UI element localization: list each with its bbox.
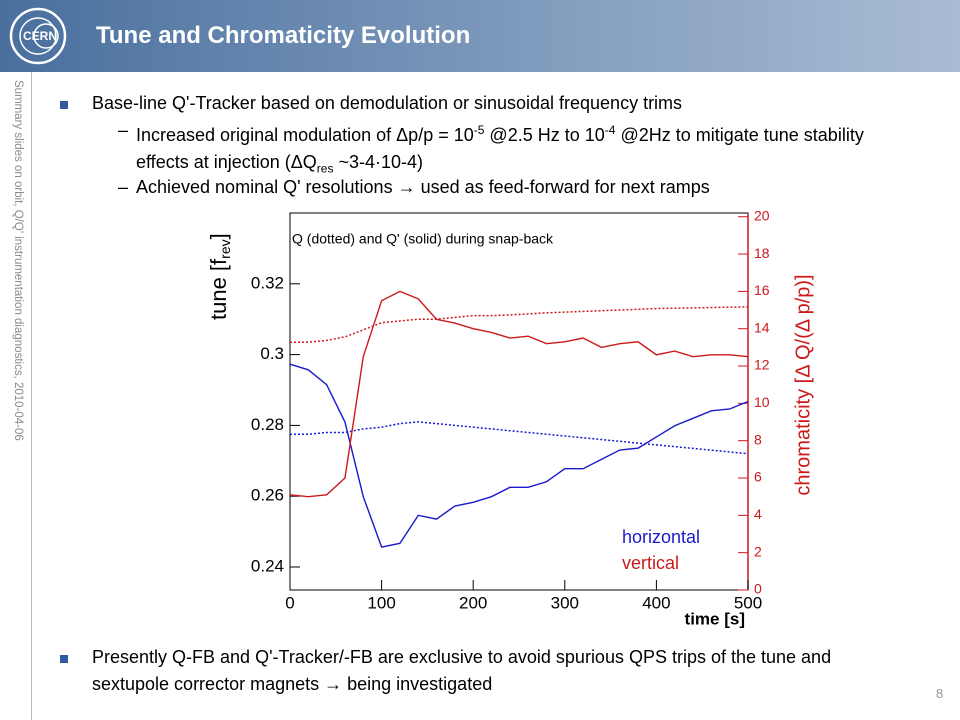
y-tick-label: 0.28	[251, 415, 284, 434]
t: tune [f	[206, 258, 231, 320]
y2-axis-label: chromaticity [Δ Q/(Δ p/p)]	[792, 274, 814, 495]
y2-tick-label: 16	[754, 282, 770, 298]
sub: res	[316, 161, 334, 176]
annotation: Q (dotted) and Q' (solid) during snap-ba…	[292, 231, 554, 247]
bullet: Base-line Q'-Tracker based on demodulati…	[92, 93, 683, 113]
slide-title: Tune and Chromaticity Evolution	[96, 22, 471, 49]
side-rule	[31, 72, 32, 720]
y2-tick-label: 6	[754, 469, 762, 485]
x-tick-label: 200	[459, 593, 487, 612]
y2-tick-label: 2	[754, 543, 762, 559]
svg-text:CERN: CERN	[23, 29, 57, 43]
y-tick-label: 0.3	[260, 344, 284, 363]
header-band: CERN Tune and Chromaticity Evolution	[0, 0, 960, 72]
tune-line	[290, 421, 749, 455]
bullet-icon	[60, 655, 68, 663]
sub: rev	[217, 239, 233, 258]
t: ]	[206, 233, 231, 239]
sub-bullet: Increased original modulation of Δp/p = …	[136, 117, 906, 183]
y-tick-label: 0.26	[251, 486, 284, 505]
sub-bullet: Achieved nominal Q' resolutions → used a…	[136, 177, 710, 197]
y-tick-label: 0.32	[251, 273, 284, 292]
y2-tick-label: 10	[754, 394, 770, 410]
legend-entry: vertical	[622, 553, 679, 573]
x-tick-label: 500	[734, 593, 762, 612]
x-axis-label: time [s]	[685, 609, 745, 628]
y-axis-label: tune [frev]	[206, 233, 233, 320]
y2-tick-label: 4	[754, 506, 762, 522]
tune-line	[290, 306, 749, 343]
sup: -5	[473, 123, 485, 137]
bullet: Presently Q-FB and Q'-Tracker/-FB are ex…	[92, 647, 832, 694]
y2-tick-label: 0	[754, 581, 762, 597]
chromaticity-line	[289, 290, 749, 498]
y-tick-label: 0.24	[251, 556, 284, 575]
y2-tick-label: 8	[754, 431, 762, 447]
x-tick-label: 0	[285, 593, 294, 612]
t: @2Hz to mitigate tune stability effects …	[136, 125, 864, 172]
page-number: 8	[936, 686, 944, 701]
x-tick-label: 100	[367, 593, 395, 612]
y2-tick-label: 12	[754, 357, 770, 373]
y2-tick-label: 14	[754, 319, 770, 335]
y2-tick-label: 20	[754, 207, 770, 223]
t: @2.5 Hz to 10	[484, 125, 605, 145]
x-tick-label: 300	[551, 593, 579, 612]
bullet-icon	[60, 101, 68, 109]
legend-entry: horizontal	[622, 527, 700, 547]
dash: –	[118, 177, 129, 197]
x-tick-label: 400	[642, 593, 670, 612]
sup: -4	[604, 123, 616, 137]
y2-tick-label: 18	[754, 245, 770, 261]
logo: CERN	[9, 7, 67, 65]
t: Increased original modulation of Δp/p = …	[136, 125, 474, 145]
t: ~3-4·10-4)	[333, 152, 423, 172]
chromaticity-line	[289, 363, 749, 548]
dash: –	[118, 120, 129, 140]
